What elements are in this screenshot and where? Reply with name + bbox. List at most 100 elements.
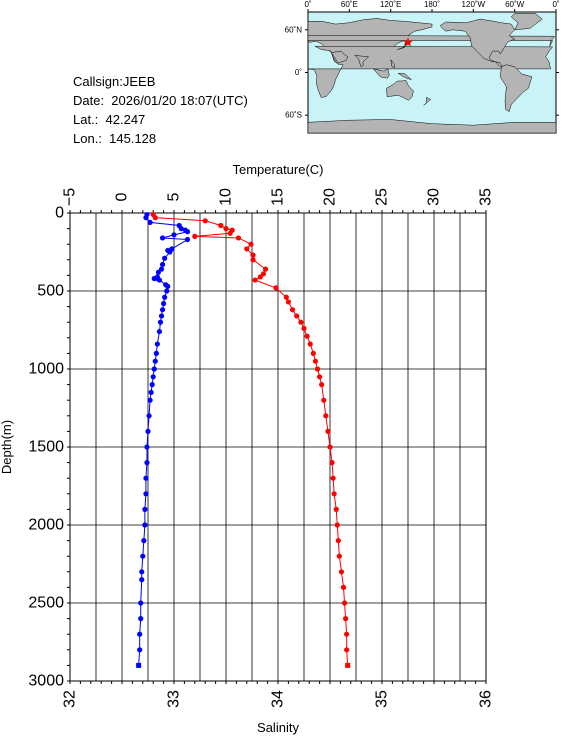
- salinity-point: [327, 444, 333, 450]
- salinity-point: [341, 600, 348, 606]
- date-text: Date: 2026/01/20 18:07(UTC): [73, 93, 248, 108]
- salinity-point: [262, 266, 269, 272]
- temperature-point: [151, 275, 157, 282]
- salinity-point: [335, 538, 341, 544]
- temperature-point: [149, 382, 155, 388]
- map-land: [307, 13, 557, 134]
- map-lat-label: 0˚: [295, 68, 302, 77]
- depth-axis-label: Depth(m): [0, 420, 14, 474]
- salinity-point: [244, 246, 250, 252]
- temperature-point: [143, 475, 149, 481]
- map-ticks: [305, 9, 559, 116]
- temperature-point: [151, 366, 157, 372]
- salinity-point: [310, 350, 316, 356]
- map-lon-label: 0˚: [552, 0, 559, 9]
- salinity-tick-label: 32: [62, 690, 79, 708]
- salinity-point: [317, 374, 323, 380]
- temperature-point: [150, 374, 156, 380]
- temperature-point: [157, 319, 164, 325]
- temperature-point: [140, 553, 146, 559]
- temperature-point: [153, 350, 159, 356]
- temperature-tick-label: −5: [62, 188, 79, 206]
- land-polygon: [307, 45, 554, 98]
- depth-tick-label: 1500: [28, 439, 64, 456]
- temperature-point: [139, 569, 145, 575]
- salinity-point: [336, 553, 342, 559]
- temperature-tick-label: 5: [166, 192, 183, 201]
- temperature-point: [145, 428, 151, 434]
- salinity-point: [301, 325, 307, 332]
- temperature-tick-label: 0: [114, 192, 131, 201]
- salinity-point: [285, 299, 291, 305]
- temperature-point: [156, 328, 163, 335]
- longitude-text: Lon.: 145.128: [73, 131, 157, 146]
- map-lon-label: 60˚E: [341, 0, 358, 9]
- temperature-point: [184, 236, 191, 243]
- temperature-point: [161, 300, 167, 307]
- salinity-point: [314, 366, 321, 372]
- temperature-point: [165, 283, 171, 289]
- land-polygon: [330, 50, 349, 64]
- temperature-tick-label: 35: [478, 188, 495, 206]
- map-lon-label: 60˚W: [505, 0, 525, 9]
- depth-tick-label: 1000: [28, 361, 64, 378]
- temperature-point: [137, 631, 143, 637]
- salinity-profile-line: [152, 214, 349, 666]
- salinity-point: [329, 460, 335, 466]
- salinity-point: [323, 413, 329, 419]
- salinity-point: [250, 257, 256, 263]
- salinity-point: [235, 235, 242, 241]
- salinity-tick-label: 35: [374, 690, 391, 708]
- salinity-tick-labels: 32 33 34 35 36: [62, 690, 495, 708]
- land-polygon: [499, 64, 533, 112]
- salinity-point: [283, 294, 289, 300]
- temperature-point: [141, 538, 147, 544]
- salinity-tick-label: 34: [270, 690, 287, 708]
- salinity-point: [294, 313, 300, 319]
- temperature-point: [162, 294, 168, 300]
- temperature-point: [159, 261, 166, 268]
- salinity-point: [334, 522, 340, 528]
- temperature-tick-label: 10: [218, 188, 235, 206]
- temperature-point: [154, 341, 160, 347]
- series-layer: [136, 211, 351, 668]
- temperature-point: [156, 277, 163, 283]
- land-polygon: [510, 13, 543, 31]
- location-map: 0˚ 60˚E 120˚E 180˚ 120˚W 60˚W 0˚ 60˚N 0˚ 60˚S: [285, 0, 560, 134]
- depth-tick-labels: 0 500 1000 1500 2000 2500 3000: [28, 205, 64, 690]
- salinity-point: [344, 647, 350, 653]
- temperature-point: [155, 269, 161, 275]
- salinity-point: [343, 616, 349, 622]
- salinity-point: [298, 319, 304, 325]
- land-polygon: [398, 72, 412, 80]
- depth-tick-label: 2000: [28, 517, 64, 534]
- temperature-point: [138, 616, 144, 622]
- temperature-point: [146, 413, 152, 419]
- temperature-point: [142, 506, 148, 512]
- salinity-point: [289, 307, 296, 313]
- salinity-point: [250, 252, 256, 258]
- temperature-point: [142, 522, 148, 528]
- map-lon-label: 0˚: [304, 0, 311, 9]
- map-lat-label: 60˚N: [285, 25, 303, 34]
- temperature-tick-label: 25: [374, 188, 391, 206]
- depth-tick-label: 0: [55, 205, 64, 222]
- chart-grid: [69, 212, 487, 682]
- temperature-point: [136, 662, 142, 668]
- salinity-point: [319, 382, 325, 388]
- salinity-point: [252, 277, 258, 283]
- land-polygon: [390, 59, 396, 68]
- temperature-profile-line: [138, 214, 190, 666]
- temperature-point: [162, 255, 168, 261]
- salinity-point: [152, 215, 158, 221]
- land-polygon: [423, 96, 432, 106]
- salinity-tick-label: 36: [478, 690, 495, 708]
- temperature-point: [171, 232, 177, 238]
- temperature-tick-label: 30: [426, 188, 443, 206]
- salinity-point: [202, 218, 208, 224]
- star-icon: [403, 37, 413, 47]
- depth-tick-label: 2500: [28, 595, 64, 612]
- latitude-text: Lat.: 42.247: [73, 112, 146, 127]
- salinity-tick-label: 33: [166, 690, 183, 708]
- temperature-tick-label: 20: [322, 188, 339, 206]
